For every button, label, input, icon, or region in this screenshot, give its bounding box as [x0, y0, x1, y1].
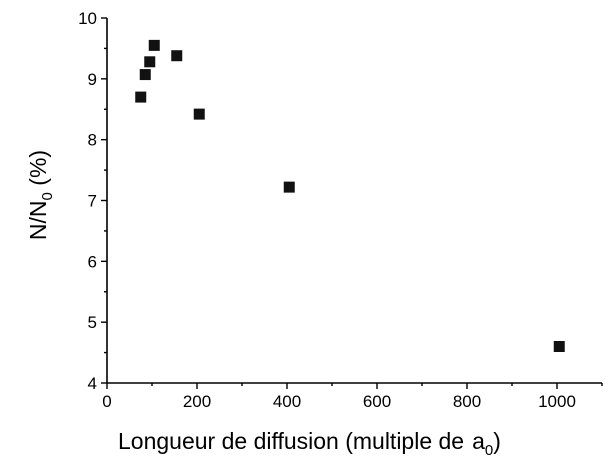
data-point — [193, 108, 205, 120]
x-tick-label: 0 — [102, 392, 111, 411]
data-point — [553, 341, 565, 352]
y-tick-label: 5 — [88, 313, 97, 332]
data-point — [171, 50, 183, 62]
data-point — [144, 56, 156, 68]
axes — [106, 18, 602, 384]
x-tick-label: 200 — [183, 392, 211, 411]
y-tick-label: 10 — [78, 9, 97, 28]
y-tick-label: 4 — [88, 374, 97, 393]
y-tick-label: 7 — [88, 192, 97, 211]
y-axis-title: N/N0 (%) — [25, 150, 56, 240]
x-tick-label: 400 — [273, 392, 301, 411]
x-axis-title: Longueur de diffusion (multiple de a0) — [118, 428, 501, 459]
x-tick-label: 800 — [453, 392, 481, 411]
data-point — [139, 69, 151, 81]
data-point — [135, 91, 147, 103]
data-point — [283, 181, 295, 193]
y-tick-label: 6 — [88, 252, 97, 271]
data-points — [135, 39, 565, 352]
data-point — [148, 39, 160, 51]
x-tick-label: 600 — [363, 392, 391, 411]
x-tick-label: 1000 — [538, 392, 576, 411]
axis-ticks: 4 5 6 7 8 9 10 0 200 400 600 800 1000 — [78, 9, 603, 411]
y-tick-label: 8 — [88, 131, 97, 150]
y-tick-label: 9 — [88, 70, 97, 89]
